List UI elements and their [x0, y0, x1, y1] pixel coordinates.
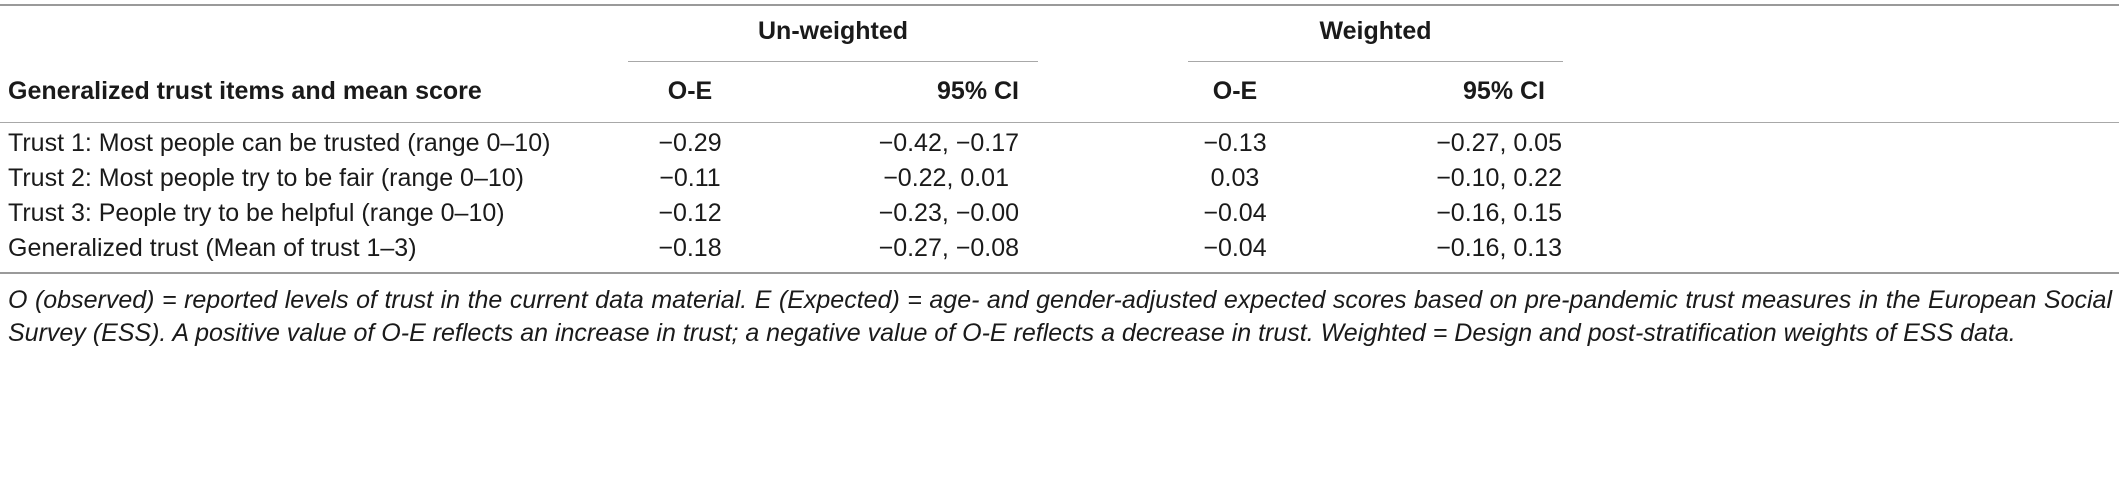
row-unweighted-ci: −0.23, −0.00 [878, 199, 1019, 227]
row-unweighted-ci: −0.42, −0.17 [878, 129, 1019, 157]
group-header-unweighted: Un-weighted [758, 17, 908, 45]
row-unweighted-oe: −0.11 [659, 164, 721, 192]
column-header-weighted-oe: O-E [1212, 77, 1258, 105]
group-header-weighted: Weighted [1319, 17, 1432, 45]
row-label: Trust 3: People try to be helpful (range… [8, 199, 505, 227]
table-bottom-rule [0, 272, 2119, 274]
row-weighted-ci: −0.16, 0.13 [1436, 234, 1562, 262]
row-weighted-oe: −0.04 [1203, 234, 1267, 262]
column-header-unweighted-ci: 95% CI [937, 77, 1019, 105]
row-label: Trust 2: Most people try to be fair (ran… [8, 164, 524, 192]
row-weighted-ci: −0.16, 0.15 [1436, 199, 1562, 227]
group-rule-unweighted [628, 61, 1038, 62]
row-unweighted-oe: −0.29 [658, 129, 722, 157]
row-unweighted-ci: −0.27, −0.08 [878, 234, 1019, 262]
column-header-items: Generalized trust items and mean score [8, 77, 482, 105]
column-header-unweighted-oe: O-E [667, 77, 713, 105]
row-label: Generalized trust (Mean of trust 1–3) [8, 234, 417, 262]
row-label: Trust 1: Most people can be trusted (ran… [8, 129, 551, 157]
header-rule [0, 122, 2119, 123]
row-weighted-oe: −0.13 [1203, 129, 1267, 157]
group-rule-weighted [1188, 61, 1563, 62]
column-header-weighted-ci: 95% CI [1463, 77, 1545, 105]
row-weighted-ci: −0.10, 0.22 [1436, 164, 1562, 192]
table-footnote: O (observed) = reported levels of trust … [8, 286, 2112, 347]
row-unweighted-oe: −0.18 [658, 234, 722, 262]
row-weighted-oe: −0.04 [1203, 199, 1267, 227]
table-top-rule [0, 4, 2119, 6]
row-weighted-ci: −0.27, 0.05 [1436, 129, 1562, 157]
row-weighted-oe: 0.03 [1210, 164, 1260, 192]
row-unweighted-oe: −0.12 [658, 199, 722, 227]
row-unweighted-ci: −0.22, 0.01 [883, 164, 1009, 192]
